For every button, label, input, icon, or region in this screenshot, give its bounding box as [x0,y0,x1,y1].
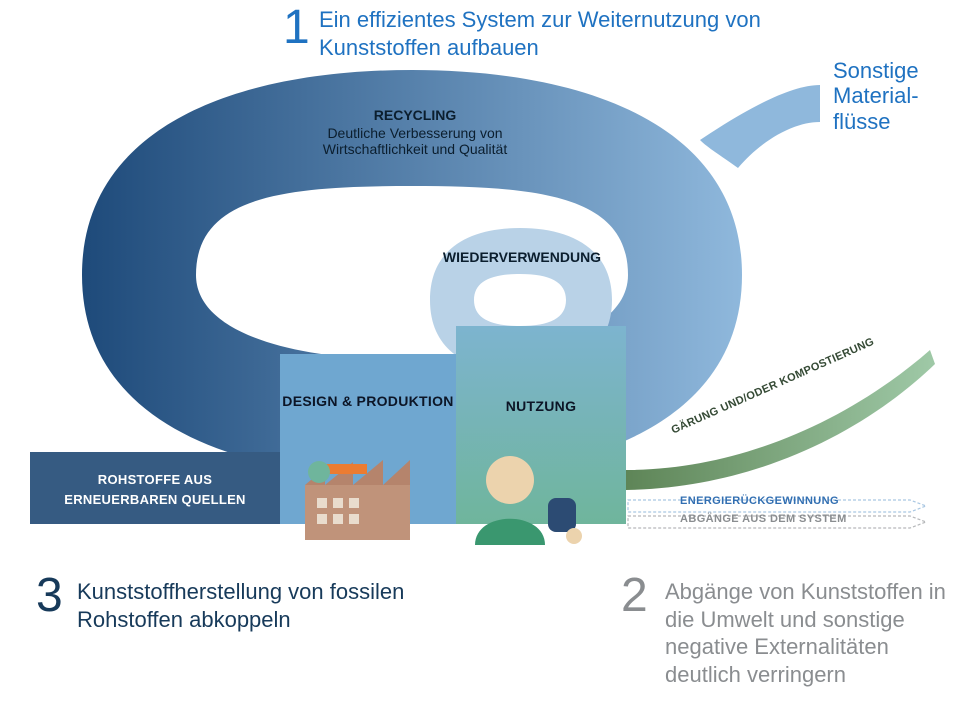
point1-number: 1 [283,4,310,52]
recycling-block: RECYCLING Deutliche Verbesserung von Wir… [260,106,570,157]
raw-l1: ROHSTOFFE AUS [98,472,212,487]
leak-label: ABGÄNGE AUS DEM SYSTEM [680,513,847,525]
recycling-sub1: Deutliche Verbesserung von [260,125,570,141]
recycling-title: RECYCLING [260,106,570,125]
other-flows-l3: flüsse [833,109,890,134]
outflow-arrow [700,85,820,168]
point2-text: Abgänge von Kunststoffen in die Umwelt u… [665,578,955,688]
design-label: DESIGN & PRODUKTION [280,392,456,411]
use-label: NUTZUNG [456,398,626,414]
other-flows-l1: Sonstige [833,58,919,83]
point2-number: 2 [621,572,648,620]
raw-label: ROHSTOFFE AUS ERNEUERBAREN QUELLEN [30,470,280,509]
point3-number: 3 [36,572,63,620]
raw-l2: ERNEUERBAREN QUELLEN [64,492,246,507]
point1-text: Ein effizientes System zur Weiternutzung… [319,6,779,61]
reuse-label: WIEDERVERWENDUNG [430,248,614,267]
use-box [456,326,626,524]
point3-text: Kunststoffherstellung von fossilen Rohst… [77,578,417,633]
recycling-sub2: Wirtschaftlichkeit und Qualität [260,141,570,157]
energy-label: ENERGIERÜCKGEWINNUNG [680,495,839,507]
other-flows-l2: Material- [833,83,919,108]
other-flows-label: Sonstige Material- flüsse [833,58,919,134]
